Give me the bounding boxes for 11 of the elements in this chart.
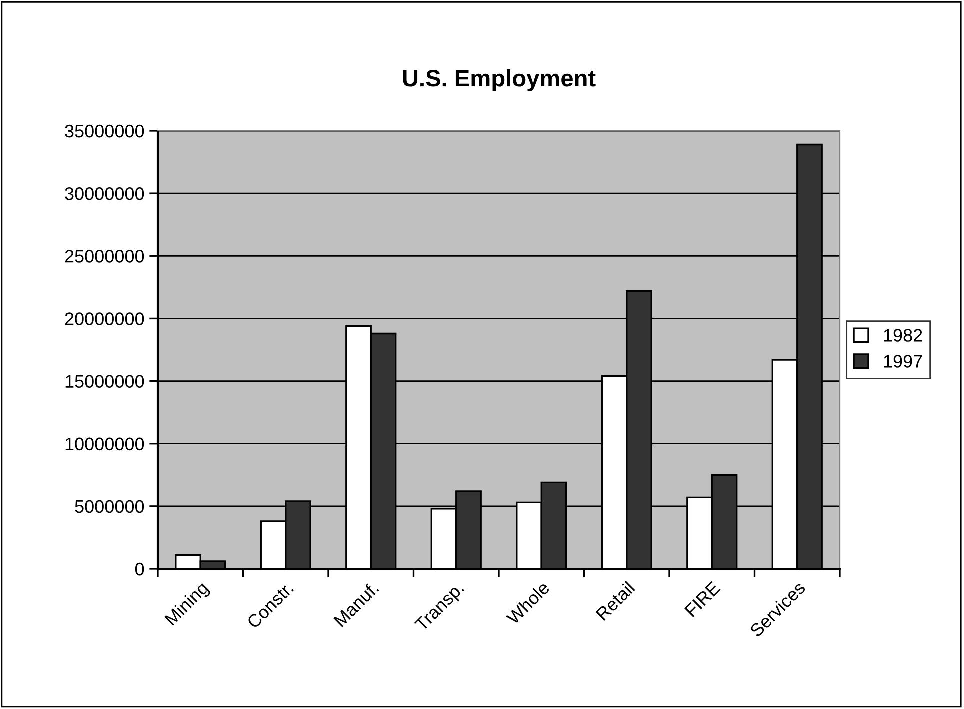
y-tick-label: 5000000 [75,500,144,514]
y-tick-label: 15000000 [66,375,144,388]
chart-title: U.S. Employment [403,69,596,92]
y-tick-label: 0 [135,562,144,576]
y-tick-label: 25000000 [65,250,144,263]
y-tick-label: 35000000 [65,124,144,138]
legend-label: 1997 [884,355,922,368]
legend-label: 1982 [884,329,922,342]
y-tick-label: 20000000 [65,312,144,326]
y-tick-label: 10000000 [66,438,144,451]
y-tick-label: 30000000 [65,188,144,200]
